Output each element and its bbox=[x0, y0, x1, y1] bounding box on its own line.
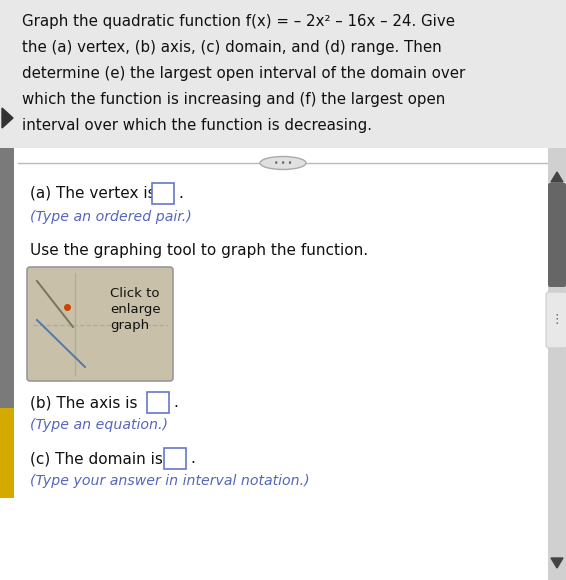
FancyBboxPatch shape bbox=[147, 392, 169, 413]
Polygon shape bbox=[551, 172, 563, 182]
FancyBboxPatch shape bbox=[0, 148, 14, 408]
FancyBboxPatch shape bbox=[27, 267, 173, 381]
Text: which the function is increasing and (f) the largest open: which the function is increasing and (f)… bbox=[22, 92, 445, 107]
FancyBboxPatch shape bbox=[164, 448, 186, 469]
Polygon shape bbox=[2, 108, 13, 128]
Text: enlarge: enlarge bbox=[110, 303, 161, 316]
Text: Graph the quadratic function f(x) = – 2x² – 16x – 24. Give: Graph the quadratic function f(x) = – 2x… bbox=[22, 14, 455, 29]
Text: (c) The domain is: (c) The domain is bbox=[30, 451, 163, 466]
Text: (Type an ordered pair.): (Type an ordered pair.) bbox=[30, 210, 192, 224]
Text: interval over which the function is decreasing.: interval over which the function is decr… bbox=[22, 118, 372, 133]
FancyBboxPatch shape bbox=[0, 408, 14, 498]
Text: ⋮: ⋮ bbox=[551, 314, 563, 327]
FancyBboxPatch shape bbox=[152, 183, 174, 204]
FancyBboxPatch shape bbox=[548, 148, 566, 580]
FancyBboxPatch shape bbox=[548, 183, 566, 287]
Text: determine (e) the largest open interval of the domain over: determine (e) the largest open interval … bbox=[22, 66, 465, 81]
Text: .: . bbox=[178, 186, 183, 201]
Text: (b) The axis is: (b) The axis is bbox=[30, 395, 138, 410]
Text: (Type an equation.): (Type an equation.) bbox=[30, 418, 168, 432]
Text: .: . bbox=[173, 395, 178, 410]
Text: (Type your answer in interval notation.): (Type your answer in interval notation.) bbox=[30, 474, 310, 488]
Text: the (a) vertex, (b) axis, (c) domain, and (d) range. Then: the (a) vertex, (b) axis, (c) domain, an… bbox=[22, 40, 441, 55]
FancyBboxPatch shape bbox=[0, 0, 566, 148]
Polygon shape bbox=[551, 558, 563, 568]
FancyBboxPatch shape bbox=[0, 148, 566, 580]
Text: • • •: • • • bbox=[274, 158, 292, 168]
Text: graph: graph bbox=[110, 319, 149, 332]
Text: Click to: Click to bbox=[110, 287, 160, 300]
Text: Use the graphing tool to graph the function.: Use the graphing tool to graph the funct… bbox=[30, 243, 368, 258]
Text: .: . bbox=[190, 451, 195, 466]
Text: (a) The vertex is: (a) The vertex is bbox=[30, 186, 156, 201]
Ellipse shape bbox=[260, 157, 306, 169]
FancyBboxPatch shape bbox=[546, 292, 566, 348]
